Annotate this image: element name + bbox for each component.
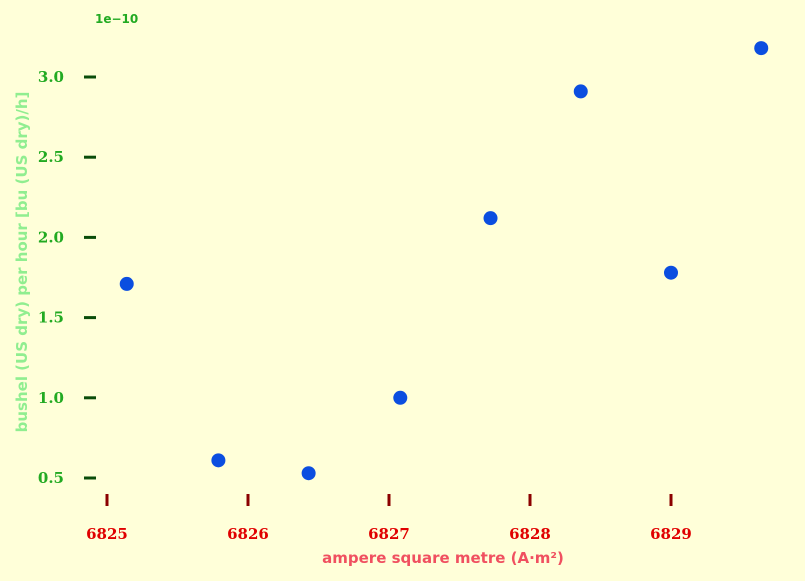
y-axis-label: bushel (US dry) per hour [bu (US dry)/h]	[13, 92, 31, 433]
y-tick-label: 2.5	[38, 148, 64, 166]
data-point	[483, 211, 498, 226]
data-point	[211, 453, 226, 468]
x-tick-label: 6825	[86, 525, 128, 543]
x-tick-label: 6826	[227, 525, 269, 543]
x-tick-label: 6828	[509, 525, 551, 543]
data-point	[573, 84, 588, 99]
data-point	[664, 265, 678, 280]
x-axis: 6825 6826 6827 6828 6829	[86, 494, 692, 543]
x-axis-label: ampere square metre (A·m²)	[322, 549, 564, 567]
y-offset-label: 1e−10	[95, 12, 138, 26]
y-tick-label: 3.0	[38, 68, 64, 86]
y-tick-label: 0.5	[38, 469, 64, 487]
y-axis: 0.5 1.0 1.5 2.0 2.5 3.0	[38, 68, 96, 487]
y-tick-label: 1.0	[38, 389, 64, 407]
data-point	[393, 390, 408, 405]
data-point	[754, 41, 769, 56]
y-tick-label: 1.5	[38, 309, 64, 327]
y-tick-label: 2.0	[38, 228, 64, 246]
x-tick-label: 6829	[650, 525, 692, 543]
data-point	[301, 466, 316, 481]
data-point	[119, 276, 134, 291]
x-tick-label: 6827	[368, 525, 410, 543]
data-points	[119, 41, 769, 481]
